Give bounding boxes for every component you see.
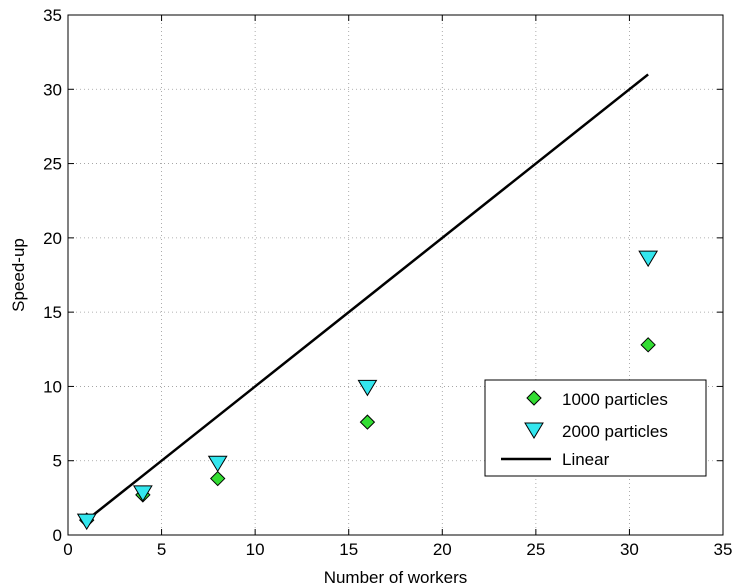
point-2000-particles xyxy=(357,379,378,397)
y-tick-label: 25 xyxy=(43,155,62,174)
plot-frame xyxy=(67,14,724,536)
legend-label-linear: Linear xyxy=(562,450,610,469)
legend-marker-2000-particles xyxy=(524,422,544,439)
point-1000-particles xyxy=(640,337,656,353)
x-tick-label: 20 xyxy=(433,540,452,559)
legend: 1000 particles 2000 particles Linear xyxy=(484,379,707,477)
x-tick-label: 35 xyxy=(714,540,733,559)
y-tick-label: 10 xyxy=(43,377,62,396)
grid-lines xyxy=(68,15,723,535)
point-2000-particles xyxy=(638,250,659,268)
y-tick-label: 35 xyxy=(43,6,62,25)
y-tick-label: 5 xyxy=(53,452,62,471)
x-tick-label: 0 xyxy=(63,540,72,559)
legend-label-1000-particles: 1000 particles xyxy=(562,390,668,409)
x-tick-label: 25 xyxy=(526,540,545,559)
y-tick-label: 0 xyxy=(53,526,62,545)
y-tick-label: 15 xyxy=(43,303,62,322)
legend-marker-1000-particles xyxy=(526,390,542,406)
x-tick-label: 10 xyxy=(246,540,265,559)
point-2000-particles xyxy=(207,455,228,473)
x-axis-label: Number of workers xyxy=(324,568,468,585)
y-tick-label: 30 xyxy=(43,80,62,99)
x-tick-label: 30 xyxy=(620,540,639,559)
point-2000-particles xyxy=(76,513,97,531)
x-tick-label: 5 xyxy=(157,540,166,559)
series-line-linear xyxy=(85,73,649,522)
point-1000-particles xyxy=(359,414,376,430)
y-tick-label: 20 xyxy=(43,229,62,248)
y-axis-label: Speed-up xyxy=(9,238,28,312)
data-series xyxy=(76,73,659,531)
x-tick-label: 15 xyxy=(339,540,358,559)
axis-ticks: 0 5 10 15 20 25 30 35 0 5 10 15 20 25 30 35 xyxy=(43,6,732,559)
point-1000-particles xyxy=(210,470,226,487)
point-2000-particles xyxy=(132,485,153,502)
legend-label-2000-particles: 2000 particles xyxy=(562,422,668,441)
